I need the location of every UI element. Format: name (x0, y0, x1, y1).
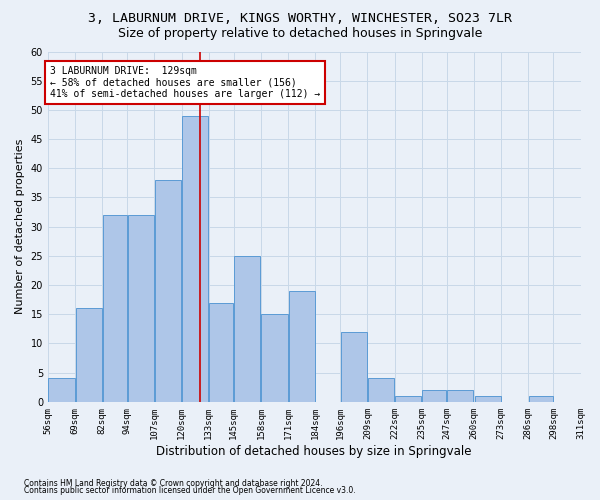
Bar (76, 308, 101, 402)
Text: 3 LABURNUM DRIVE:  129sqm
← 58% of detached houses are smaller (156)
41% of semi: 3 LABURNUM DRIVE: 129sqm ← 58% of detach… (50, 66, 320, 100)
Bar (235, 256, 260, 402)
Bar (262, 314, 287, 402)
Y-axis label: Number of detached properties: Number of detached properties (15, 139, 25, 314)
Text: Size of property relative to detached houses in Springvale: Size of property relative to detached ho… (118, 28, 482, 40)
X-axis label: Distribution of detached houses by size in Springvale: Distribution of detached houses by size … (157, 444, 472, 458)
Bar (368, 378, 394, 402)
Text: 3, LABURNUM DRIVE, KINGS WORTHY, WINCHESTER, SO23 7LR: 3, LABURNUM DRIVE, KINGS WORTHY, WINCHES… (88, 12, 512, 26)
Bar (155, 180, 181, 402)
Bar (209, 302, 233, 402)
Text: Contains HM Land Registry data © Crown copyright and database right 2024.: Contains HM Land Registry data © Crown c… (24, 478, 323, 488)
Bar (475, 396, 500, 402)
Bar (529, 396, 553, 402)
Bar (103, 215, 127, 402)
Bar (49, 378, 74, 402)
Bar (289, 291, 315, 402)
Bar (128, 215, 154, 402)
Text: Contains public sector information licensed under the Open Government Licence v3: Contains public sector information licen… (24, 486, 356, 495)
Bar (448, 390, 473, 402)
Bar (422, 390, 446, 402)
Bar (341, 332, 367, 402)
Bar (182, 116, 208, 402)
Bar (395, 396, 421, 402)
